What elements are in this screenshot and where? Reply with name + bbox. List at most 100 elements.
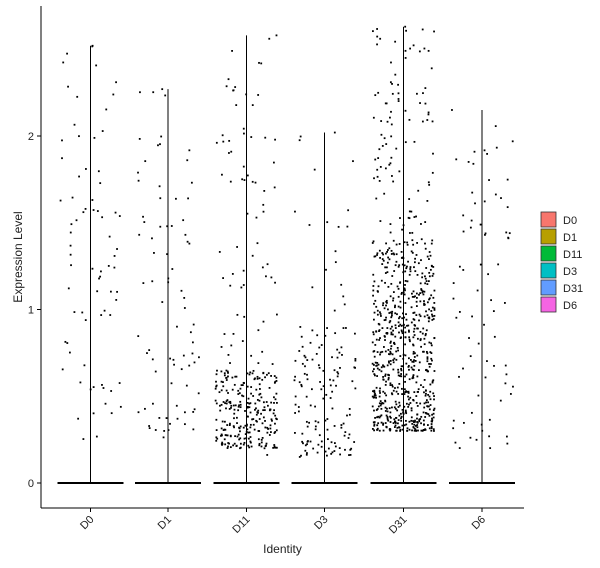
data-point [400, 365, 403, 368]
data-point [387, 360, 390, 363]
data-point [389, 231, 392, 234]
data-point [397, 305, 400, 308]
data-point [413, 391, 416, 394]
data-point [391, 92, 394, 95]
data-point [407, 398, 410, 401]
data-point [99, 182, 102, 185]
data-point [331, 390, 334, 393]
data-point [392, 299, 394, 302]
data-point [339, 453, 342, 456]
data-point [415, 254, 418, 256]
data-point [220, 380, 223, 383]
data-point [416, 327, 419, 330]
data-point [384, 318, 387, 321]
data-point [222, 140, 225, 143]
data-point [114, 211, 117, 214]
data-point [399, 337, 402, 340]
data-point [249, 440, 252, 443]
data-point [272, 446, 275, 449]
data-point [427, 424, 429, 426]
data-point [373, 423, 376, 426]
data-point [348, 433, 351, 436]
data-point [379, 404, 382, 407]
data-point [171, 268, 174, 270]
data-point [184, 411, 186, 414]
data-point [232, 425, 235, 428]
data-point [474, 202, 476, 205]
data-point [395, 243, 398, 246]
data-point [426, 255, 429, 258]
data-point [249, 436, 252, 438]
data-point [395, 350, 398, 353]
data-point [390, 333, 393, 336]
data-point [301, 362, 304, 365]
data-point [413, 334, 416, 336]
data-point [192, 428, 195, 431]
data-point [225, 85, 228, 88]
data-point [408, 338, 411, 341]
data-point [406, 265, 408, 268]
data-point [386, 301, 388, 304]
data-point [393, 426, 396, 428]
data-point [332, 379, 335, 382]
data-point [381, 145, 384, 147]
data-point [244, 424, 247, 427]
data-point [372, 421, 375, 424]
data-point [378, 323, 381, 326]
data-point [394, 324, 397, 327]
data-point [233, 426, 235, 429]
data-point [261, 378, 264, 381]
data-point [462, 269, 465, 271]
data-point [336, 356, 339, 359]
data-point [400, 419, 403, 422]
data-point [433, 302, 436, 304]
data-point [413, 140, 416, 143]
data-point [397, 295, 400, 298]
data-point [386, 407, 388, 410]
data-point [216, 437, 219, 440]
data-point [411, 292, 413, 295]
data-point [229, 362, 231, 364]
legend-label-D6: D6 [563, 300, 577, 312]
data-point [376, 375, 379, 377]
data-point [326, 428, 329, 431]
data-point [433, 289, 436, 292]
data-point [494, 193, 497, 196]
data-point [379, 387, 381, 390]
data-point [424, 333, 427, 335]
data-point [261, 266, 264, 269]
data-point [266, 263, 269, 266]
data-point [115, 299, 118, 301]
data-point [387, 419, 390, 422]
data-point [394, 304, 396, 307]
data-point [410, 409, 413, 412]
data-point [426, 360, 429, 363]
data-point [403, 287, 406, 290]
data-point [398, 375, 401, 377]
data-point [142, 215, 144, 218]
data-point [392, 329, 395, 332]
data-point [71, 196, 74, 199]
data-point [224, 443, 227, 446]
data-point [186, 240, 189, 243]
data-point [378, 416, 381, 419]
data-point [424, 394, 427, 397]
data-point [372, 30, 374, 33]
data-point [414, 295, 416, 298]
data-point [151, 358, 154, 361]
data-point [348, 454, 350, 456]
data-point [425, 329, 428, 332]
data-point [397, 368, 400, 371]
data-point [375, 409, 378, 411]
data-point [256, 375, 259, 378]
data-point [230, 404, 233, 407]
data-point [373, 355, 376, 358]
data-point [423, 337, 426, 340]
data-point [83, 364, 86, 367]
data-point [380, 133, 383, 136]
data-point [107, 265, 110, 267]
data-point [422, 386, 425, 389]
data-point [222, 385, 225, 388]
data-point [301, 440, 304, 443]
data-point [493, 335, 496, 338]
